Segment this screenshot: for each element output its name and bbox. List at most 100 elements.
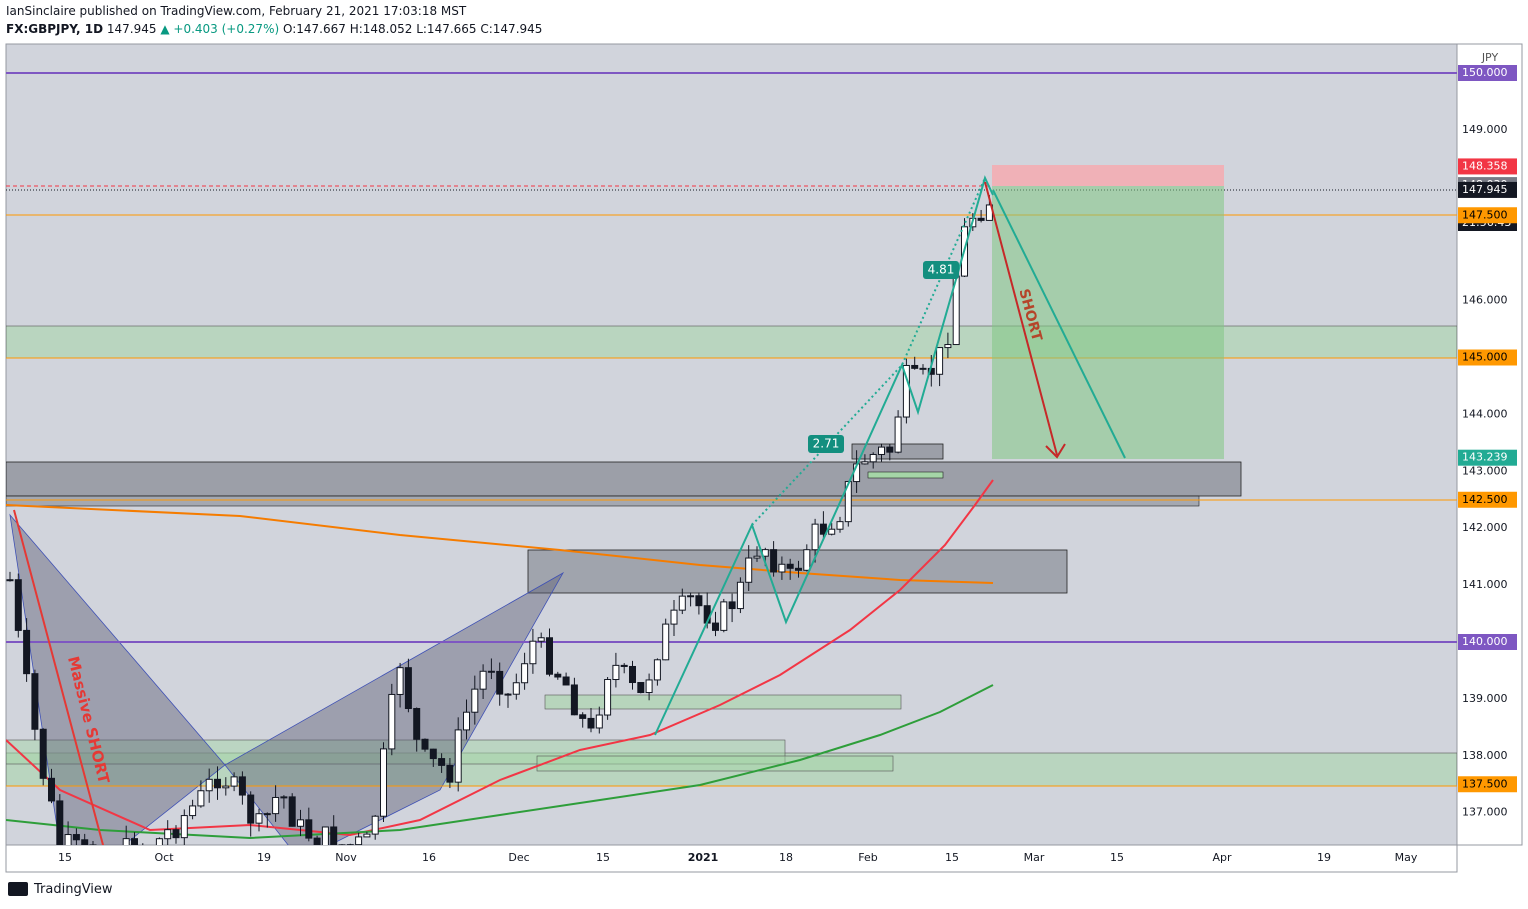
footer-brand: TradingView	[34, 882, 113, 897]
price-tag	[1458, 634, 1517, 650]
time-label: 15	[58, 851, 72, 864]
candle	[6, 579, 14, 582]
price-label: 144.000	[1462, 407, 1508, 420]
candle	[878, 446, 885, 455]
candle	[961, 226, 968, 277]
candle	[770, 549, 778, 573]
zone	[6, 752, 1457, 787]
pattern	[9, 513, 226, 845]
time-label: 15	[1110, 851, 1124, 864]
price-label: 149.000	[1462, 123, 1508, 136]
ratio-box	[923, 261, 959, 279]
candle	[952, 275, 960, 346]
candle	[214, 778, 221, 789]
time-label: 15	[945, 851, 959, 864]
candle	[736, 581, 744, 610]
candle	[115, 858, 121, 862]
candle	[429, 748, 437, 760]
candle	[678, 595, 686, 611]
candle	[263, 813, 271, 816]
candle	[927, 367, 935, 375]
candle	[380, 748, 387, 817]
time-label: 19	[1317, 851, 1331, 864]
candle	[728, 601, 736, 610]
candle	[869, 453, 877, 463]
candle	[330, 826, 338, 845]
candle	[894, 416, 902, 453]
candle	[355, 836, 363, 845]
candle	[753, 555, 761, 559]
candle	[720, 601, 728, 631]
price-axis	[1456, 43, 1523, 846]
time-label: Dec	[508, 851, 529, 864]
candle	[595, 714, 603, 729]
price-tag	[1458, 349, 1517, 366]
short-label: SHORT	[1015, 287, 1044, 343]
price-tag	[1458, 181, 1517, 198]
logo	[8, 882, 28, 896]
price-tag	[1458, 776, 1517, 793]
time-label: May	[1395, 851, 1418, 864]
candle	[811, 523, 819, 551]
price-label: 139.000	[1462, 692, 1508, 705]
candle	[39, 728, 47, 779]
price-label: 147.500	[1462, 208, 1508, 221]
candle	[463, 711, 470, 731]
symbol-line: FX:GBPJPY, 1D 147.945 ▲ +0.403 (+0.27%) …	[6, 22, 542, 36]
price-label: 138.000	[1462, 749, 1508, 762]
candle	[272, 796, 280, 815]
candle	[487, 670, 495, 673]
candle	[819, 523, 827, 535]
ma-200	[6, 504, 994, 584]
candle	[313, 837, 321, 845]
candle	[14, 579, 22, 631]
candle	[479, 670, 487, 690]
price-label: 146.000	[1462, 294, 1508, 307]
candle	[645, 679, 653, 694]
candle	[687, 595, 695, 598]
candle	[629, 665, 636, 684]
candle	[521, 663, 529, 684]
candle	[977, 217, 985, 221]
candle	[122, 838, 130, 845]
candle	[321, 826, 329, 845]
candle	[579, 714, 587, 719]
candle	[81, 839, 89, 845]
candle	[969, 217, 977, 228]
candle	[554, 673, 562, 678]
zone	[527, 549, 1068, 594]
candle	[164, 829, 172, 840]
candle	[197, 790, 205, 807]
symbol: FX:GBPJPY, 1D	[6, 22, 104, 36]
price-label: 143.000	[1462, 464, 1508, 477]
candle	[985, 204, 993, 221]
candle	[587, 717, 595, 729]
candle	[637, 682, 645, 694]
time-label: 18	[779, 851, 793, 864]
candle	[562, 676, 570, 686]
candle	[612, 664, 620, 681]
zigzag-dotted	[751, 177, 986, 526]
massive-short-label: Massive SHORT	[64, 654, 113, 786]
price-label: 145.000	[1462, 351, 1508, 364]
candle	[48, 777, 55, 802]
candle	[148, 848, 154, 849]
candle	[305, 819, 313, 839]
price-label: 148.358	[1462, 159, 1508, 172]
candle	[662, 623, 670, 661]
candle	[31, 673, 39, 730]
arrow-head	[1045, 443, 1066, 459]
ohlc: O:147.667 H:148.052 L:147.665 C:147.945	[282, 22, 543, 36]
price-label: 141.000	[1462, 578, 1508, 591]
price-tag	[1458, 215, 1517, 231]
candle	[670, 609, 678, 625]
candle	[107, 858, 113, 874]
price-label: 137.500	[1462, 777, 1508, 790]
candle	[421, 738, 429, 750]
price-label: 143.239	[1462, 451, 1508, 464]
time-label: 19	[257, 851, 271, 864]
candle	[172, 829, 180, 839]
candle	[346, 844, 354, 845]
